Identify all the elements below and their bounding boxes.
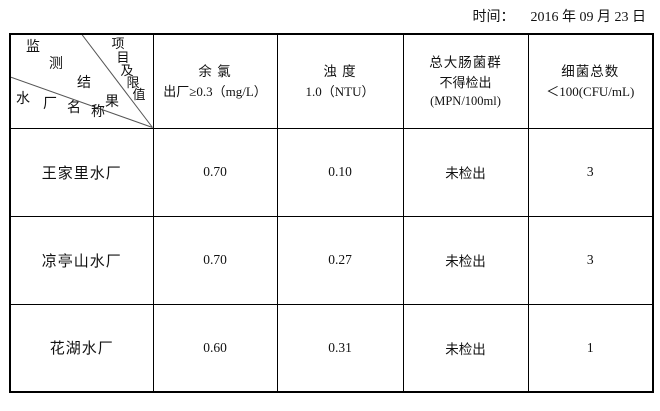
col-limit: 出厂≥0.3（mg/L） [163,83,267,99]
residual-chlorine-cell: 0.70 [152,127,278,217]
turbidity-cell: 0.27 [276,215,404,305]
table-row: 王家里水厂 0.70 0.10 未检出 3 [9,127,654,217]
col-title: 细菌总数 [561,63,620,79]
bacteria-cell: 3 [527,127,654,217]
table-row: 花湖水厂 0.60 0.31 未检出 1 [9,303,654,393]
bacteria-cell: 1 [527,303,654,393]
col-header-turbidity: 浊 度 1.0（NTU） [276,33,404,129]
col-limit: ＜100(CFU/mL) [546,83,635,99]
header-row: 项目及限值 监测结果 水厂名称 余 氯 出厂≥0.3（mg/L） 浊 度 1.0… [9,33,654,129]
bacteria-cell: 3 [527,215,654,305]
col-limit: 不得检出 [439,74,492,90]
residual-chlorine-cell: 0.60 [152,303,278,393]
col-title: 总大肠菌群 [429,54,502,70]
date-label: 时间： [472,10,515,25]
report-date: 时间： 2016 年 09 月 23 日 [473,6,647,26]
coliform-cell: 未检出 [402,215,529,305]
coliform-cell: 未检出 [402,127,529,217]
coliform-cell: 未检出 [402,303,529,393]
turbidity-cell: 0.10 [276,127,404,217]
col-header-bacteria-count: 细菌总数 ＜100(CFU/mL) [527,33,654,129]
col-limit: 1.0（NTU） [305,83,375,99]
col-title: 余 氯 [198,63,232,79]
date-value: 2016 年 09 月 23 日 [530,10,647,25]
table-row: 凉亭山水厂 0.70 0.27 未检出 3 [9,215,654,305]
plant-name-cell: 凉亭山水厂 [9,215,154,305]
residual-chlorine-cell: 0.70 [152,215,278,305]
plant-name-cell: 王家里水厂 [9,127,154,217]
col-title: 浊 度 [323,63,357,79]
diagonal-lines [11,35,152,127]
col-header-total-coliform: 总大肠菌群 不得检出 (MPN/100ml) [402,33,529,129]
corner-cell: 项目及限值 监测结果 水厂名称 [9,33,154,129]
turbidity-cell: 0.31 [276,303,404,393]
col-header-residual-chlorine: 余 氯 出厂≥0.3（mg/L） [152,33,278,129]
plant-name-cell: 花湖水厂 [9,303,154,393]
col-unit: (MPN/100ml) [430,93,501,108]
water-quality-table: 项目及限值 监测结果 水厂名称 余 氯 出厂≥0.3（mg/L） 浊 度 1.0… [9,33,654,393]
